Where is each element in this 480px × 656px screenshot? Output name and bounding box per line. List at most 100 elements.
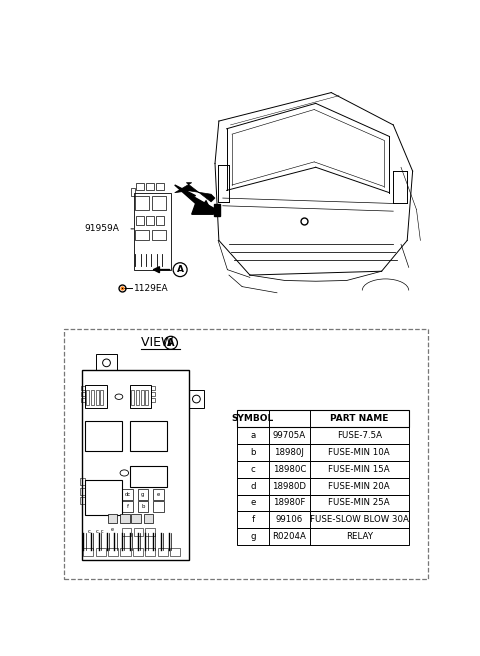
Text: g: g	[141, 492, 144, 497]
Text: FUSE-MIN 25A: FUSE-MIN 25A	[328, 499, 390, 508]
Bar	[132, 514, 141, 523]
Bar	[85, 385, 107, 408]
Bar	[170, 548, 180, 556]
Bar	[108, 514, 117, 523]
Text: 18980F: 18980F	[273, 499, 306, 508]
Bar	[156, 216, 164, 225]
Text: b: b	[250, 447, 256, 457]
Bar	[122, 489, 133, 500]
Bar	[145, 390, 148, 405]
Bar	[96, 390, 99, 405]
Polygon shape	[175, 182, 215, 202]
Text: 99705A: 99705A	[273, 431, 306, 440]
Text: f: f	[124, 516, 126, 521]
Bar	[237, 410, 409, 427]
Text: FUSE-7.5A: FUSE-7.5A	[336, 431, 382, 440]
Bar	[237, 427, 409, 443]
Bar	[133, 193, 171, 270]
Text: f: f	[127, 504, 128, 509]
Bar	[145, 548, 156, 556]
Text: a: a	[147, 516, 150, 521]
Text: FUSE-SLOW BLOW 30A: FUSE-SLOW BLOW 30A	[310, 516, 408, 524]
Bar	[156, 184, 164, 190]
Bar	[130, 421, 167, 451]
Bar	[135, 195, 149, 210]
Text: c c: c c	[96, 529, 104, 534]
Text: e: e	[157, 492, 160, 497]
Text: R0204A: R0204A	[273, 533, 306, 541]
Text: dc: dc	[124, 492, 131, 497]
Text: f: f	[135, 516, 137, 521]
Bar	[153, 501, 164, 512]
Bar	[64, 329, 428, 579]
Bar	[146, 216, 154, 225]
Bar	[86, 390, 89, 405]
Text: 18980J: 18980J	[275, 447, 304, 457]
Text: g: g	[250, 533, 256, 541]
Text: RELAY: RELAY	[346, 533, 372, 541]
Bar	[152, 386, 156, 390]
Text: PART NAME: PART NAME	[330, 414, 388, 422]
Bar	[133, 528, 143, 536]
Bar	[130, 466, 167, 487]
Text: 99106: 99106	[276, 516, 303, 524]
Bar	[152, 392, 156, 396]
Bar	[120, 548, 131, 556]
Text: FUSE-MIN 20A: FUSE-MIN 20A	[328, 482, 390, 491]
Bar	[96, 548, 106, 556]
Bar	[81, 386, 85, 390]
Polygon shape	[175, 185, 214, 215]
Bar	[237, 495, 409, 512]
Text: d: d	[250, 482, 256, 491]
Bar	[91, 390, 94, 405]
Bar	[80, 478, 85, 485]
Text: A: A	[167, 338, 175, 348]
Bar	[136, 390, 139, 405]
Bar	[136, 184, 144, 190]
Text: c: c	[251, 464, 255, 474]
Bar	[96, 354, 117, 370]
Bar	[122, 528, 132, 536]
Bar	[133, 548, 143, 556]
Bar	[135, 230, 149, 240]
Text: 18980D: 18980D	[272, 482, 306, 491]
Text: 18980C: 18980C	[273, 464, 306, 474]
Bar	[81, 398, 85, 402]
Bar	[157, 548, 168, 556]
Text: 1129EA: 1129EA	[133, 283, 168, 293]
Text: e: e	[111, 516, 114, 521]
Bar	[132, 188, 135, 195]
Bar	[85, 421, 122, 451]
Bar	[85, 480, 122, 514]
Text: VIEW: VIEW	[142, 337, 178, 350]
Text: 91959A: 91959A	[85, 224, 120, 234]
Bar	[80, 487, 85, 495]
Bar	[136, 216, 144, 225]
Text: SYMBOL: SYMBOL	[232, 414, 274, 422]
Bar	[152, 195, 166, 210]
Bar	[237, 443, 409, 461]
Bar	[141, 390, 144, 405]
Text: a: a	[251, 431, 255, 440]
Bar	[237, 478, 409, 495]
Text: e: e	[250, 499, 256, 508]
Bar	[81, 392, 85, 396]
Bar	[152, 230, 166, 240]
Bar	[189, 390, 204, 408]
Bar	[132, 390, 134, 405]
Text: FUSE-MIN 15A: FUSE-MIN 15A	[328, 464, 390, 474]
Bar	[237, 512, 409, 528]
Bar	[82, 370, 189, 560]
Bar	[120, 514, 130, 523]
Bar	[237, 528, 409, 545]
Text: e: e	[111, 527, 114, 533]
Text: A: A	[177, 265, 184, 274]
Bar	[137, 489, 148, 500]
Text: b: b	[141, 504, 144, 509]
Bar	[137, 501, 148, 512]
Bar	[83, 548, 93, 556]
Bar	[80, 497, 85, 504]
Bar	[145, 528, 155, 536]
Text: f: f	[252, 516, 254, 524]
Bar	[144, 514, 153, 523]
